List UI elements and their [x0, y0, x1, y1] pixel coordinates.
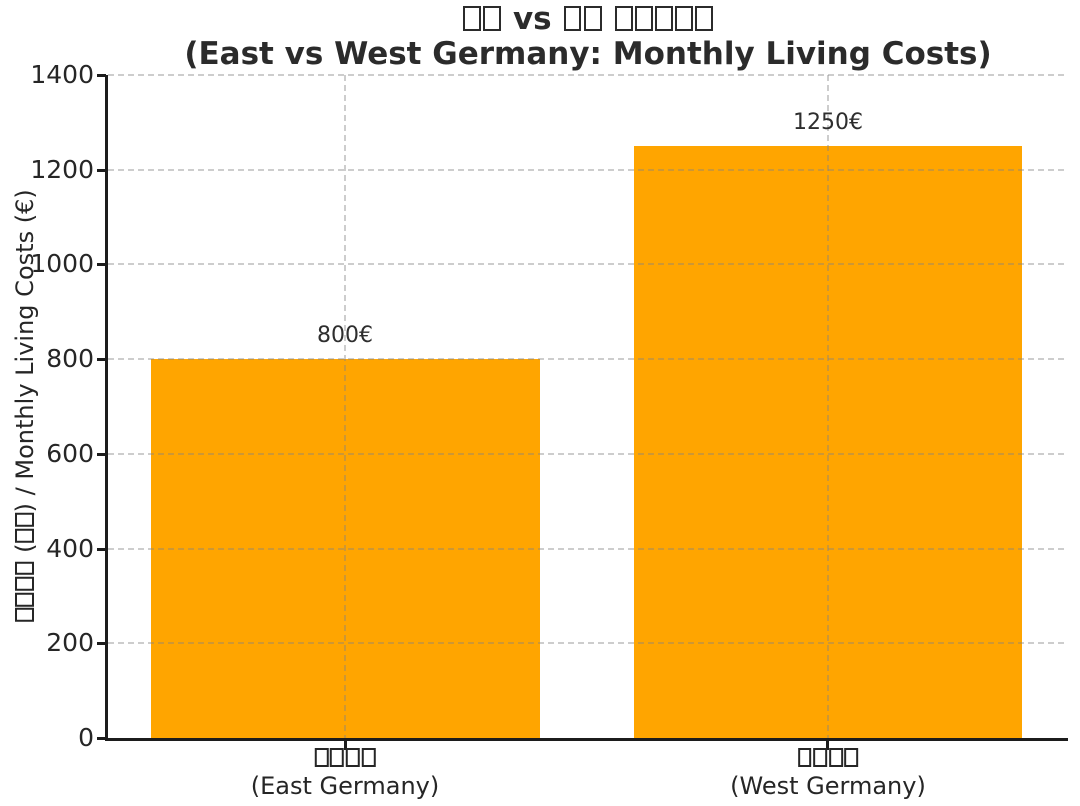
x-category-label-west: (West Germany)	[730, 744, 926, 800]
missing-glyph-box	[844, 748, 859, 768]
y-tick-mark	[97, 547, 106, 551]
missing-glyph-box	[674, 6, 693, 31]
missing-glyph-box	[654, 6, 673, 31]
y-tick-mark	[97, 452, 106, 456]
bar-value-label-east: 800€	[317, 323, 373, 348]
missing-glyph-box	[345, 748, 360, 768]
y-tick-label: 1000	[30, 249, 94, 279]
x-label-english: (West Germany)	[730, 772, 926, 800]
y-tick-mark	[97, 168, 106, 172]
missing-glyph-box	[614, 6, 633, 31]
y-tick-label: 400	[46, 533, 94, 563]
x-label-english: (East Germany)	[250, 772, 440, 800]
missing-glyph-box	[828, 748, 843, 768]
missing-glyph-box	[15, 592, 35, 607]
missing-glyph-box	[563, 6, 582, 31]
missing-glyph-box	[15, 513, 35, 528]
missing-glyph-box	[813, 748, 828, 768]
y-tick-mark	[97, 642, 106, 646]
bar-east-germany	[151, 359, 540, 738]
missing-glyph-box	[634, 6, 653, 31]
plot-area	[105, 74, 1068, 741]
missing-glyph-box	[583, 6, 602, 31]
x-category-label-east: (East Germany)	[251, 744, 439, 800]
horizontal-gridline	[108, 74, 1068, 76]
missing-glyph-box	[695, 6, 714, 31]
bar-value-label-west: 1250€	[793, 110, 863, 135]
missing-glyph-box	[15, 576, 35, 591]
missing-glyph-box	[314, 748, 329, 768]
y-tick-label: 600	[46, 438, 94, 468]
missing-glyph-box	[462, 6, 481, 31]
y-tick-label: 1200	[30, 154, 94, 184]
bar-west-germany	[634, 146, 1022, 738]
y-tick-label: 0	[78, 723, 94, 752]
y-tick-label: 800	[46, 344, 94, 374]
y-tick-mark	[97, 358, 106, 362]
missing-glyph-box	[361, 748, 376, 768]
x-tick-mark	[344, 741, 347, 750]
missing-glyph-box	[483, 6, 502, 31]
x-label-native	[730, 744, 926, 772]
chart-title: vs (East vs West Germany: Monthly Living…	[108, 2, 1068, 72]
y-tick-label: 1400	[30, 60, 94, 89]
y-tick-mark	[97, 263, 106, 267]
y-tick-label: 200	[46, 628, 94, 658]
chart-title-english: (East vs West Germany: Monthly Living Co…	[184, 36, 992, 72]
x-label-native	[251, 744, 439, 772]
missing-glyph-box	[330, 748, 345, 768]
missing-glyph-box	[15, 608, 35, 622]
y-tick-mark	[97, 737, 106, 740]
y-tick-mark	[97, 74, 106, 77]
missing-glyph-box	[797, 748, 812, 768]
x-tick-mark	[826, 741, 829, 750]
chart-title-native: vs	[108, 2, 1068, 37]
